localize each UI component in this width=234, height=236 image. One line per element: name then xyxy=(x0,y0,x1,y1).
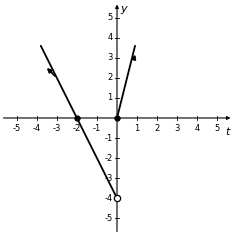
Text: -3: -3 xyxy=(104,174,113,183)
Text: 2: 2 xyxy=(154,124,160,133)
Text: y: y xyxy=(121,4,127,14)
Text: -4: -4 xyxy=(33,124,41,133)
Text: -1: -1 xyxy=(93,124,101,133)
Text: 1: 1 xyxy=(134,124,140,133)
Text: -4: -4 xyxy=(104,194,113,203)
Text: -2: -2 xyxy=(104,154,113,163)
Text: 3: 3 xyxy=(107,53,113,62)
Text: -2: -2 xyxy=(73,124,81,133)
Text: -5: -5 xyxy=(104,214,113,223)
Text: 5: 5 xyxy=(107,13,113,22)
Text: -3: -3 xyxy=(53,124,61,133)
Text: -5: -5 xyxy=(13,124,21,133)
Text: 4: 4 xyxy=(107,33,113,42)
Text: 2: 2 xyxy=(107,73,113,82)
Text: 4: 4 xyxy=(195,124,200,133)
Text: -1: -1 xyxy=(104,134,113,143)
Text: t: t xyxy=(225,127,230,137)
Text: 3: 3 xyxy=(175,124,180,133)
Text: 1: 1 xyxy=(107,93,113,102)
Text: 5: 5 xyxy=(215,124,220,133)
